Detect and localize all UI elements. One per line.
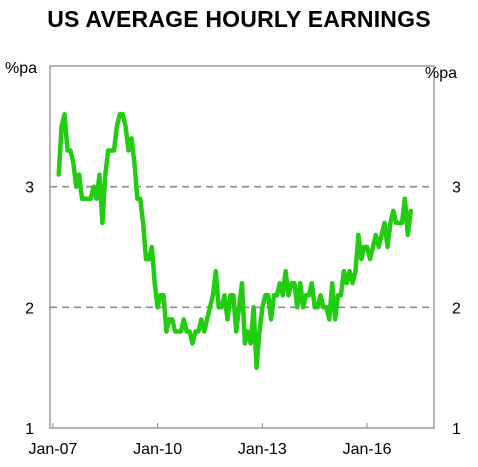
y-ticks-right: 1 2 3 [452,180,461,438]
y-tick-label-right: 3 [452,180,461,197]
y-ticks-left: 1 2 3 [25,180,34,438]
x-tick-label: Jan-13 [238,441,287,458]
x-tick-label: Jan-07 [28,441,77,458]
series-line [56,112,413,370]
plot-frame [49,65,435,429]
x-tick-label: Jan-16 [343,441,392,458]
x-tick-labels: Jan-07 Jan-10 Jan-13 Jan-16 [28,441,391,458]
y-tick-label-left: 2 [25,300,34,317]
x-tick-label: Jan-10 [133,441,182,458]
chart-title: US AVERAGE HOURLY EARNINGS [47,6,431,32]
series-group [56,112,413,370]
x-tick-marks [52,423,368,428]
y-axis-label-right: %pa [425,65,457,82]
y-axis-label-left: %pa [5,60,37,77]
y-tick-label-left: 3 [25,180,34,197]
y-tick-label-right: 1 [452,421,461,438]
y-tick-label-right: 2 [452,300,461,317]
y-tick-label-left: 1 [25,421,34,438]
